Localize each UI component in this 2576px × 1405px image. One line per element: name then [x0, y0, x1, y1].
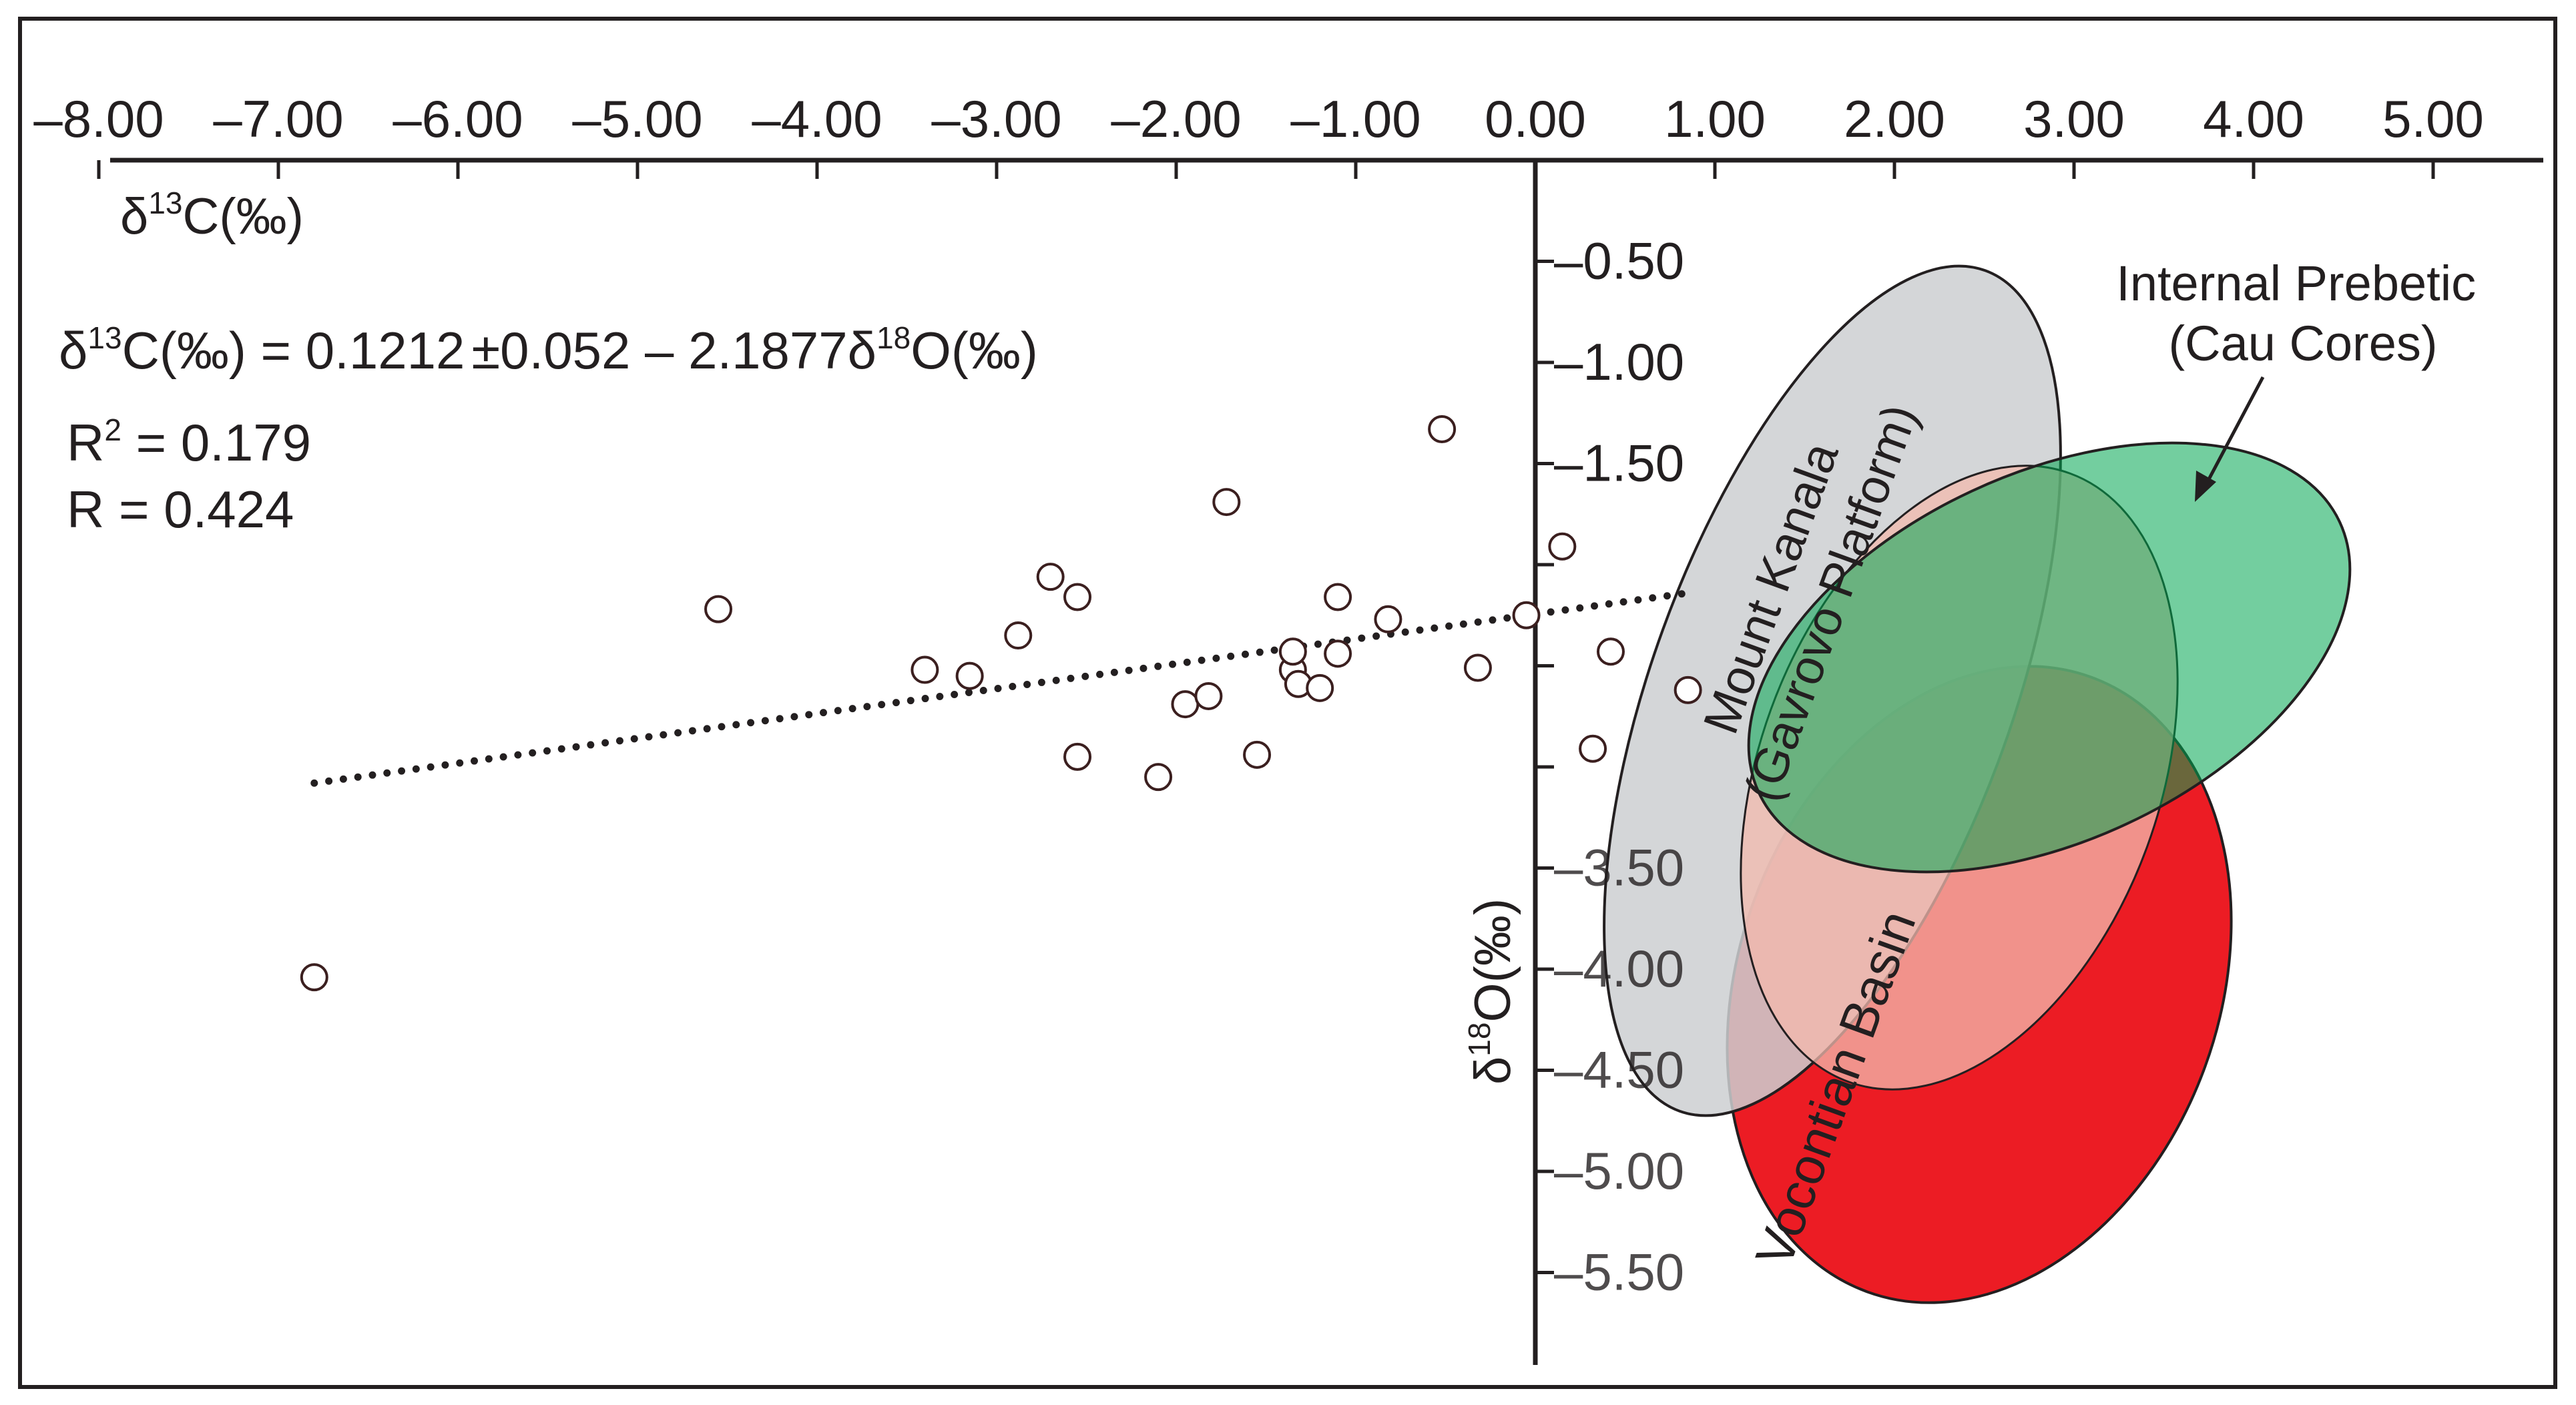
- data-point: [1324, 583, 1352, 611]
- x-tick-label: –8.00: [33, 89, 164, 148]
- data-point: [300, 963, 328, 992]
- data-point: [1212, 488, 1241, 517]
- x-tick-label: 2.00: [1844, 89, 1945, 148]
- x-tick-label: –3.00: [931, 89, 1061, 148]
- x-axis-ticks: –8.00 –7.00 –6.00 –5.00 –4.00 –3.00 –2.00 –1.00…: [33, 89, 2484, 179]
- data-point: [1004, 621, 1033, 650]
- field-internal-prebetic: [1747, 441, 2352, 874]
- y-axis-label: δ18O(‰): [1462, 898, 1521, 1085]
- x-tick-label: –1.00: [1290, 89, 1421, 148]
- data-point: [1374, 605, 1402, 633]
- data-point: [1463, 653, 1492, 682]
- data-point: [1063, 742, 1092, 771]
- y-tick-label: –4.00: [1554, 939, 1684, 998]
- data-point: [1278, 637, 1307, 666]
- data-point: [1171, 690, 1200, 719]
- data-point: [1596, 637, 1625, 666]
- label-internal-prebetic: Internal Prebetic (Cau Cores): [2116, 256, 2489, 371]
- data-point: [1306, 673, 1334, 702]
- x-tick-label: –5.00: [572, 89, 702, 148]
- y-tick-label: –5.50: [1554, 1243, 1684, 1302]
- data-point: [1036, 563, 1065, 591]
- data-point: [955, 661, 984, 690]
- data-point: [1194, 681, 1223, 710]
- y-axis-ticks: –0.50 –1.00 –1.50 –3.50 –4.00 –4.50 –5.00 –5.50: [1535, 232, 1684, 1302]
- x-tick-label: 3.00: [2023, 89, 2125, 148]
- regression-equation: δ13C(‰) = 0.1212 ±0.052 – 2.1877δ18O(‰): [59, 320, 1038, 380]
- x-tick-label: –2.00: [1111, 89, 1241, 148]
- y-tick-label: –0.50: [1554, 232, 1684, 290]
- data-point: [704, 595, 733, 623]
- r-squared-label: R2 = 0.179: [67, 412, 311, 472]
- data-point: [1673, 675, 1702, 704]
- data-point: [1243, 740, 1272, 769]
- data-point: [1144, 763, 1173, 792]
- x-axis-label: δ13C(‰): [120, 186, 304, 245]
- y-tick-label: –3.50: [1554, 838, 1684, 897]
- x-tick-label: 5.00: [2382, 89, 2484, 148]
- x-tick-label: 4.00: [2203, 89, 2304, 148]
- data-point: [1548, 532, 1577, 561]
- x-tick-label: –7.00: [213, 89, 343, 148]
- data-point: [1063, 583, 1092, 611]
- data-points: [300, 414, 1702, 992]
- geochemical-fields: [1603, 264, 2352, 1304]
- x-tick-label: 0.00: [1485, 89, 1586, 148]
- data-point: [1579, 734, 1607, 763]
- y-tick-label: –5.00: [1554, 1141, 1684, 1200]
- arrow-internal-prebetic: [2195, 376, 2265, 502]
- y-tick-label: –1.50: [1554, 434, 1684, 493]
- y-tick-label: –4.50: [1554, 1041, 1684, 1099]
- data-point: [911, 655, 939, 684]
- x-tick-label: –4.00: [752, 89, 882, 148]
- data-point: [1512, 601, 1541, 629]
- data-point: [1428, 414, 1457, 443]
- regression-trendline: [310, 589, 1692, 787]
- r-label: R = 0.424: [67, 480, 294, 539]
- x-tick-label: –6.00: [393, 89, 523, 148]
- data-point: [1324, 639, 1352, 668]
- y-tick-label: –1.00: [1554, 332, 1684, 391]
- x-tick-label: 1.00: [1664, 89, 1766, 148]
